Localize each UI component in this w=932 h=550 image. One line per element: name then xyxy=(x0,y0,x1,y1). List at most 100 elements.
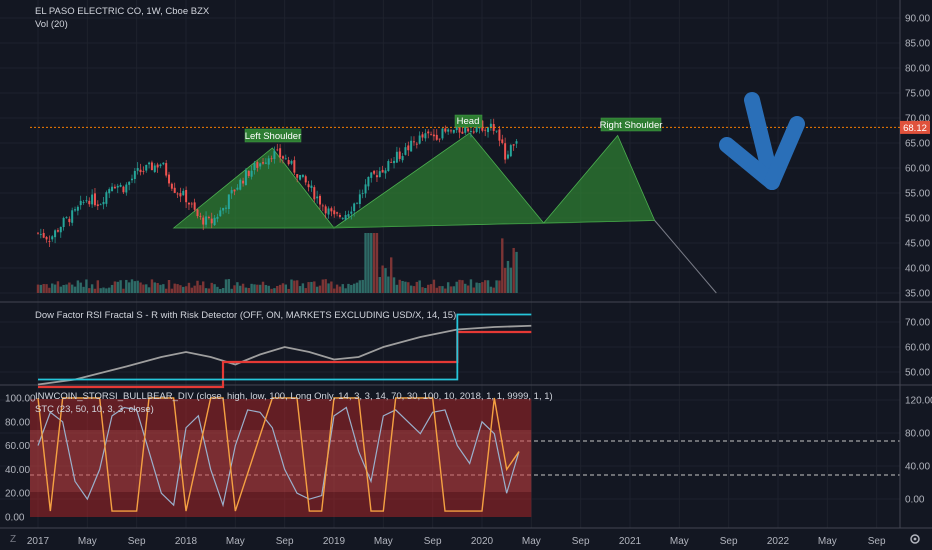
volume-bar xyxy=(424,288,427,293)
candle-body xyxy=(338,214,341,217)
candle-body xyxy=(393,160,396,164)
candle-body xyxy=(48,241,51,242)
candle-body xyxy=(262,162,265,164)
candle-body xyxy=(313,187,316,200)
stoch-right-tick-label: 0.00 xyxy=(905,495,925,506)
indicator2-title[interactable]: Dow Factor RSI Fractal S - R with Risk D… xyxy=(35,310,456,321)
indicator3-subtitle[interactable]: STC (23, 50, 10, 3, 3, close) xyxy=(35,404,154,415)
volume-bar xyxy=(375,233,379,293)
timezone-icon[interactable]: Z xyxy=(10,534,16,545)
volume-bar xyxy=(253,284,256,293)
candle-body xyxy=(145,164,148,171)
volume-bar xyxy=(184,286,188,293)
volume-bar xyxy=(199,285,202,293)
volume-bar xyxy=(39,284,43,293)
candle-body xyxy=(418,135,421,144)
candle-body xyxy=(487,127,490,133)
candle-body xyxy=(321,205,324,207)
label-head[interactable]: Head xyxy=(454,114,483,128)
label-left-shoulder[interactable]: Left Shoulder xyxy=(245,128,302,143)
symbol-title[interactable]: EL PASO ELECTRIC CO, 1W, Cboe BZX xyxy=(35,6,210,17)
volume-bar xyxy=(344,288,347,293)
candle-body xyxy=(196,209,199,217)
candle-body xyxy=(216,216,219,219)
candle-body xyxy=(256,162,259,168)
candle-body xyxy=(452,129,455,133)
candle-body xyxy=(222,207,225,211)
volume-bar xyxy=(298,286,302,293)
volume-bar xyxy=(301,283,305,293)
candle-body xyxy=(475,126,478,132)
volume-bar xyxy=(93,288,97,293)
candle-body xyxy=(102,202,105,205)
label-right-shoulder-text: Right Shoulder xyxy=(600,120,663,131)
volume-bar xyxy=(224,279,228,293)
volume-bar xyxy=(438,286,441,293)
volume-bar xyxy=(389,257,393,293)
volume-bar xyxy=(401,280,404,293)
volume-label[interactable]: Vol (20) xyxy=(35,19,68,30)
candle-body xyxy=(290,161,293,164)
volume-bar xyxy=(347,283,350,293)
candle-body xyxy=(299,175,302,180)
volume-bar xyxy=(45,284,48,293)
candle-body xyxy=(219,210,222,217)
candle-body xyxy=(136,168,139,171)
price-y-tick-label: 70.00 xyxy=(905,114,930,125)
candle-body xyxy=(37,232,39,234)
volume-bar xyxy=(241,283,245,293)
volume-bar xyxy=(429,284,433,293)
volume-bar xyxy=(435,287,438,293)
candle-body xyxy=(116,185,119,188)
volume-bar xyxy=(327,283,330,293)
volume-bar xyxy=(387,276,390,293)
volume-bar xyxy=(173,283,176,293)
candle-body xyxy=(415,143,418,145)
volume-bar xyxy=(407,282,410,293)
candle-body xyxy=(375,175,378,178)
candle-body xyxy=(361,193,364,194)
head-shoulders-pattern[interactable] xyxy=(172,132,717,294)
label-right-shoulder[interactable]: Right Shoulder xyxy=(600,117,663,132)
candle-body xyxy=(455,125,458,131)
candle-body xyxy=(458,123,461,133)
candle-body xyxy=(54,230,57,238)
volume-bar xyxy=(318,285,322,293)
volume-bar xyxy=(82,286,85,293)
volume-bar xyxy=(333,288,336,293)
candle-body xyxy=(173,187,176,193)
volume-bar xyxy=(307,282,310,293)
indicator3-title[interactable]: INWCOIN_STORSI_BULLBEAR_DIV (close, high… xyxy=(35,391,553,402)
candle-body xyxy=(185,189,188,203)
volume-bar xyxy=(495,280,498,293)
candle-body xyxy=(401,156,404,161)
volume-bar xyxy=(167,279,171,293)
volume-bar xyxy=(444,288,447,293)
candle-body xyxy=(236,187,239,190)
volume-bar xyxy=(446,282,450,293)
volume-bar xyxy=(370,233,373,293)
stoch-series-0 xyxy=(37,406,520,508)
settings-gear-icon[interactable] xyxy=(910,534,920,544)
candle-body xyxy=(296,174,299,178)
volume-bar xyxy=(219,288,222,293)
volume-bar xyxy=(65,284,68,293)
x-tick-label: 2017 xyxy=(27,536,50,547)
down-arrow-drawing[interactable] xyxy=(719,92,805,190)
candle-body xyxy=(381,169,384,173)
volume-bar xyxy=(315,286,319,293)
candle-body xyxy=(96,204,99,207)
volume-bar xyxy=(481,282,484,293)
volume-bar xyxy=(449,286,453,293)
rsi-series-2 xyxy=(38,313,532,381)
candle-body xyxy=(281,156,284,159)
volume-bar xyxy=(70,284,74,293)
volume-bar xyxy=(42,284,45,293)
volume-bar xyxy=(287,288,290,293)
price-y-tick-label: 80.00 xyxy=(905,64,930,75)
candle-body xyxy=(467,128,470,132)
candle-body xyxy=(242,180,245,184)
candle-body xyxy=(207,217,210,219)
x-tick-label: Sep xyxy=(572,536,590,547)
candle-body xyxy=(378,171,381,178)
